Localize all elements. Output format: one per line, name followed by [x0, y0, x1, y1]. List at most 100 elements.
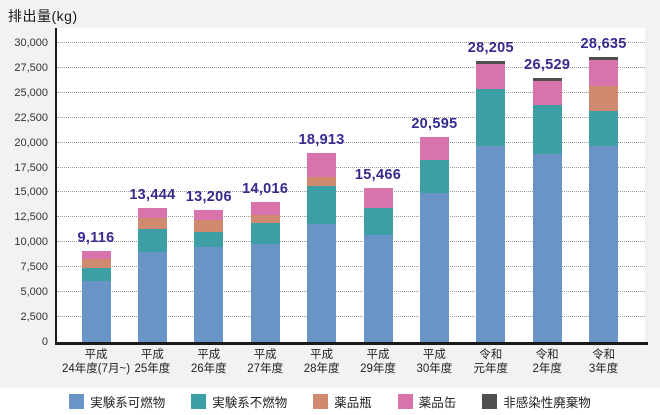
x-category-label: 平成 24年度(7月~): [48, 348, 144, 376]
year-line: 元年度: [473, 363, 509, 375]
bar-segment-薬品瓶: [250, 215, 280, 223]
bar-total-label: 15,466: [354, 166, 402, 183]
y-tick-label: 27,500: [14, 61, 48, 74]
bar-segment-非感染性廃棄物: [476, 60, 506, 64]
y-tick-label: 22,500: [14, 111, 48, 124]
legend-swatch-icon: [397, 394, 413, 409]
bar-segment-実験系不燃物: [363, 207, 393, 236]
y-tick-label: 17,500: [14, 161, 48, 174]
y-tick-label: 20,000: [14, 136, 48, 149]
x-category-label: 令和 元年度: [443, 348, 539, 376]
era-line: 平成: [84, 349, 108, 361]
bar-segment-実験系可燃物: [250, 244, 280, 342]
legend-swatch-icon: [69, 394, 85, 409]
bar-segment-薬品缶: [363, 187, 393, 208]
era-line: 平成: [310, 349, 334, 361]
era-line: 平成: [253, 349, 277, 361]
gridline: [57, 166, 645, 168]
y-tick-label: 7,500: [20, 261, 48, 274]
stacked-bar: [363, 187, 393, 342]
bar-segment-実験系不燃物: [476, 88, 506, 146]
bar-total-label: 13,206: [185, 189, 232, 206]
gridline: [57, 141, 645, 143]
bar-segment-薬品缶: [81, 251, 111, 260]
legend-item-実験系不燃物: 実験系不燃物: [191, 392, 287, 411]
stacked-bar: [250, 202, 280, 342]
gridline: [57, 41, 645, 43]
x-category-label: 平成 25年度: [104, 348, 200, 376]
plot-area: [57, 28, 645, 342]
bar-total-label: 14,016: [242, 181, 289, 198]
bar-segment-実験系可燃物: [81, 281, 111, 342]
legend-swatch-icon: [191, 394, 207, 409]
bar-total-label: 18,913: [298, 132, 345, 149]
bar-segment-実験系不燃物: [194, 232, 224, 247]
bar-segment-薬品缶: [419, 136, 449, 161]
legend-item-薬品缶: 薬品缶: [397, 392, 456, 411]
gridline: [57, 91, 645, 93]
legend-label: 薬品瓶: [334, 396, 372, 410]
bar-segment-実験系不燃物: [532, 105, 562, 155]
bar-segment-薬品缶: [250, 202, 280, 216]
legend-label: 実験系不燃物: [212, 396, 288, 410]
bar-total-label: 28,205: [467, 39, 514, 56]
year-line: 25年度: [134, 363, 171, 375]
bar-segment-実験系可燃物: [589, 146, 619, 342]
bar-segment-非感染性廃棄物: [589, 56, 619, 61]
bar-segment-実験系不燃物: [81, 268, 111, 281]
bar-segment-実験系不燃物: [137, 229, 167, 252]
gridline: [57, 316, 645, 318]
legend: 実験系可燃物 実験系不燃物 薬品瓶 薬品缶 非感染性廃棄物: [0, 388, 660, 415]
year-line: 26年度: [190, 363, 227, 375]
stacked-bar: [476, 60, 506, 342]
x-category-label: 平成 29年度: [330, 348, 426, 376]
bar-segment-薬品缶: [137, 208, 167, 218]
stacked-bar: [307, 153, 337, 342]
bar-total-label: 9,116: [77, 230, 115, 247]
era-line: 平成: [422, 349, 446, 361]
bar-total-label: 28,635: [580, 35, 627, 52]
y-axis-line: [55, 28, 57, 345]
bar-segment-実験系可燃物: [194, 246, 224, 342]
x-category-label: 平成 27年度: [217, 348, 313, 376]
bar-segment-実験系不燃物: [589, 111, 619, 147]
year-line: 3年度: [588, 363, 619, 375]
y-tick-label: 2,500: [20, 311, 48, 324]
stacked-bar: [589, 56, 619, 342]
bar-segment-実験系可燃物: [363, 235, 393, 342]
year-line: 30年度: [416, 363, 453, 375]
y-tick-label: 10,000: [14, 236, 48, 249]
legend-swatch-icon: [313, 394, 329, 409]
year-line: 28年度: [303, 363, 340, 375]
y-tick-label: 15,000: [14, 186, 48, 199]
legend-item-実験系可燃物: 実験系可燃物: [69, 392, 165, 411]
bar-segment-薬品缶: [194, 210, 224, 221]
gridline: [57, 191, 645, 193]
stacked-bar: [81, 251, 111, 342]
gridline: [57, 291, 645, 293]
era-line: 令和: [592, 349, 616, 361]
bar-segment-薬品缶: [589, 60, 619, 87]
bar-segment-薬品缶: [532, 80, 562, 106]
legend-label: 実験系可燃物: [90, 396, 166, 410]
stacked-bar: [137, 208, 167, 342]
bar-total-label: 13,444: [129, 186, 176, 203]
x-category-label: 平成 28年度: [274, 348, 370, 376]
bar-segment-実験系不燃物: [250, 222, 280, 245]
y-tick-label: 0: [41, 336, 48, 348]
x-category-label: 令和 3年度: [556, 348, 652, 376]
year-line: 24年度(7月~): [61, 363, 131, 375]
x-category-label: 平成 26年度: [161, 348, 257, 376]
era-line: 平成: [140, 349, 164, 361]
era-line: 令和: [479, 349, 503, 361]
bar-total-label: 26,529: [524, 56, 571, 73]
gridline: [57, 66, 645, 68]
x-category-label: 平成 30年度: [386, 348, 482, 376]
bar-segment-薬品缶: [307, 153, 337, 178]
bar-segment-薬品瓶: [307, 177, 337, 187]
year-line: 29年度: [360, 363, 396, 375]
era-line: 令和: [535, 349, 559, 361]
year-line: 27年度: [247, 363, 284, 375]
bar-segment-薬品瓶: [81, 259, 111, 269]
